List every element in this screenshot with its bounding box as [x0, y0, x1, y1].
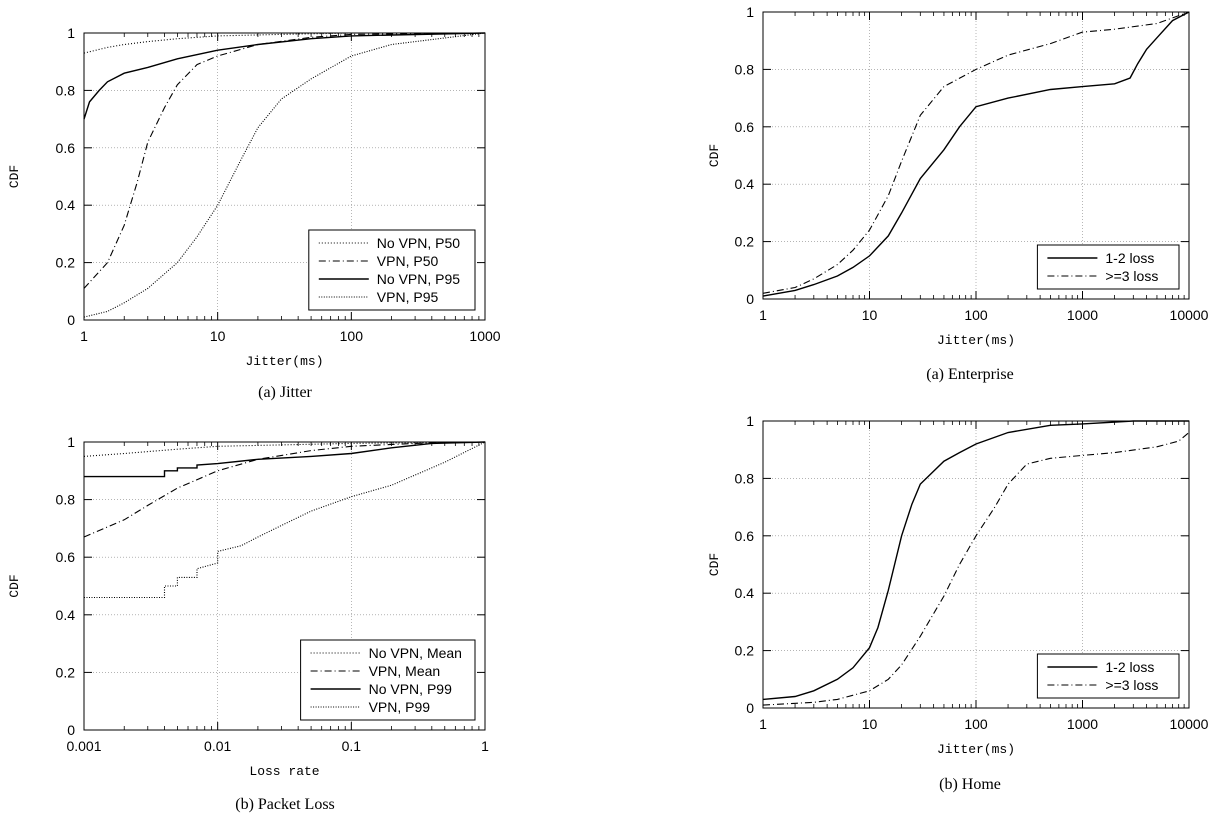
chart1-ylabel: CDF — [7, 574, 22, 597]
chart2-xlabel: Jitter(ms) — [937, 333, 1015, 348]
chart1-xtick-label: 0.1 — [342, 738, 362, 754]
chart2-xtick-label: 10000 — [1170, 307, 1209, 323]
chart3-xlabel: Jitter(ms) — [937, 742, 1015, 757]
chart3-ytick-label: 0 — [746, 700, 754, 716]
chart1-series-3 — [84, 441, 486, 599]
chart3-ytick-label: 0.8 — [735, 470, 755, 486]
chart3-legend — [1036, 653, 1180, 699]
chart0-legend-label-1: VPN, P50 — [377, 253, 439, 269]
chart1-ytick-label: 0.4 — [56, 607, 76, 623]
chart1-xtick-label: 1 — [481, 738, 489, 754]
caption-home: (b) Home — [939, 776, 1001, 793]
chart3-ytick-label: 1 — [746, 413, 754, 429]
chart1-ytick-label: 1 — [67, 434, 75, 450]
chart1-xtick-label: 0.01 — [204, 738, 231, 754]
chart2-plot-frame — [762, 11, 1190, 300]
chart-packet-loss-svg: 0.001 0.01 0.1 1 0 0.2 0.4 0.6 0.8 1 Loss rate CDF N… — [7, 434, 489, 779]
chart0-ytick-label: 0.6 — [56, 140, 76, 156]
chart-jitter: 1 10 100 1000 0 0.2 0.4 0.6 0.8 1 Jitter(ms) CDF No … — [0, 0, 520, 376]
chart2-xtick-label: 1 — [759, 307, 767, 323]
chart3-xtick-label: 10000 — [1170, 716, 1209, 732]
chart2-xtick-label: 1000 — [1067, 307, 1098, 323]
chart1-ytick-label: 0.2 — [56, 664, 76, 680]
chart1-ytick-label: 0.8 — [56, 492, 76, 508]
chart1-series-0 — [83, 441, 486, 457]
chart0-ytick-label: 0 — [67, 312, 75, 328]
chart0-ylabel: CDF — [7, 165, 22, 188]
chart3-plot-frame — [762, 420, 1190, 709]
chart1-ytick-label: 0.6 — [56, 549, 76, 565]
chart1-plot-frame — [83, 441, 486, 731]
chart0-xtick-label: 10 — [210, 328, 226, 344]
chart1-legend-label-1: VPN, Mean — [369, 663, 441, 679]
chart0-legend-label-0: No VPN, P50 — [377, 235, 460, 251]
chart2-legend-label-0: 1-2 loss — [1105, 250, 1154, 266]
chart1-legend-label-3: VPN, P99 — [369, 699, 431, 715]
chart3-ytick-label: 0.4 — [735, 585, 755, 601]
chart3-series-0 — [762, 420, 1189, 701]
chart0-xtick-label: 1 — [80, 328, 88, 344]
chart2-ytick-label: 0.8 — [735, 61, 755, 77]
chart0-legend-label-2: No VPN, P95 — [377, 271, 460, 287]
caption-jitter: (a) Jitter — [258, 384, 312, 401]
chart0-plot-frame — [83, 32, 486, 321]
chart0-series-1 — [83, 32, 486, 289]
chart2-xtick-label: 100 — [964, 307, 988, 323]
chart0-ytick-label: 0.8 — [56, 82, 76, 98]
chart-packet-loss: 0.001 0.01 0.1 1 0 0.2 0.4 0.6 0.8 1 Loss rate CDF N… — [0, 410, 520, 795]
chart1-xlabel: Loss rate — [249, 764, 319, 779]
chart3-xtick-label: 10 — [862, 716, 878, 732]
chart3-ytick-label: 0.6 — [735, 528, 755, 544]
chart2-series-1 — [762, 11, 1190, 294]
chart1-ytick-label: 0 — [67, 722, 75, 738]
chart0-xlabel: Jitter(ms) — [245, 354, 323, 369]
chart-home-svg: 1 10 100 1000 10000 0 0.2 0.4 0.6 0.8 1 Jitter(ms) C… — [707, 413, 1209, 757]
chart1-legend — [300, 639, 476, 721]
chart0-series-0 — [83, 32, 485, 54]
chart0-legend-label-3: VPN, P95 — [377, 289, 439, 305]
chart2-ytick-label: 0 — [746, 291, 754, 307]
chart0-xtick-label: 1000 — [469, 328, 500, 344]
chart2-ytick-label: 0.6 — [735, 119, 755, 135]
chart2-ytick-label: 1 — [746, 4, 754, 20]
chart2-ylabel: CDF — [707, 144, 722, 167]
chart3-legend-label-0: 1-2 loss — [1105, 659, 1154, 675]
chart0-series-2 — [83, 32, 486, 120]
chart2-ytick-label: 0.2 — [735, 234, 755, 250]
chart1-series-1 — [83, 441, 486, 538]
chart1-legend-label-2: No VPN, P99 — [369, 681, 452, 697]
chart0-ytick-label: 0.4 — [56, 197, 76, 213]
chart-enterprise-svg: 1 10 100 1000 10000 0 0.2 0.4 0.6 0.8 1 Jitter(ms) C… — [707, 4, 1209, 348]
chart0-ytick-label: 0.2 — [56, 255, 76, 271]
chart1-series-2 — [84, 441, 486, 478]
chart2-xtick-label: 10 — [862, 307, 878, 323]
chart2-legend — [1036, 244, 1180, 290]
chart1-xtick-label: 0.001 — [66, 738, 101, 754]
chart3-xtick-label: 100 — [964, 716, 988, 732]
chart3-xtick-label: 1 — [759, 716, 767, 732]
chart3-xtick-label: 1000 — [1067, 716, 1098, 732]
chart3-ytick-label: 0.2 — [735, 643, 755, 659]
chart2-legend-label-1: >=3 loss — [1105, 268, 1158, 284]
chart-enterprise: 1 10 100 1000 10000 0 0.2 0.4 0.6 0.8 1 Jitter(ms) C… — [700, 0, 1222, 358]
chart0-series-3 — [83, 32, 486, 318]
chart3-ylabel: CDF — [707, 553, 722, 576]
chart0-ytick-label: 1 — [67, 25, 75, 41]
chart2-series-0 — [762, 11, 1190, 297]
chart2-ytick-label: 0.4 — [735, 176, 755, 192]
chart-jitter-svg: 1 10 100 1000 0 0.2 0.4 0.6 0.8 1 Jitter(ms) CDF No … — [7, 25, 501, 369]
chart1-legend-label-0: No VPN, Mean — [369, 645, 462, 661]
chart0-xtick-label: 100 — [340, 328, 364, 344]
chart3-legend-label-1: >=3 loss — [1105, 677, 1158, 693]
chart-home: 1 10 100 1000 10000 0 0.2 0.4 0.6 0.8 1 Jitter(ms) C… — [700, 410, 1222, 770]
caption-enterprise: (a) Enterprise — [926, 366, 1014, 383]
chart3-series-1 — [762, 432, 1190, 706]
caption-packet-loss: (b) Packet Loss — [235, 796, 335, 813]
